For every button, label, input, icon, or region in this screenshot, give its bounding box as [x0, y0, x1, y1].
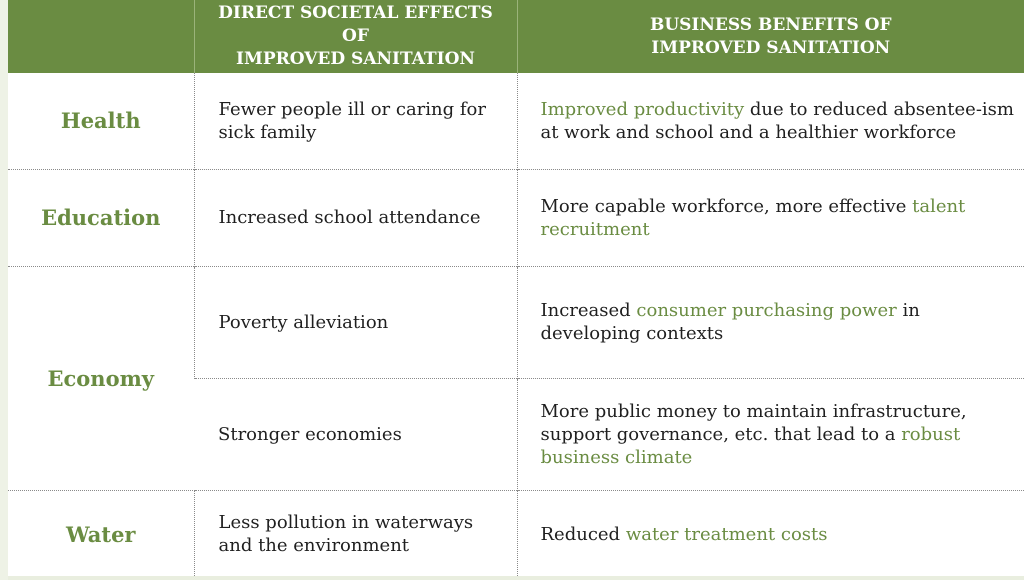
table-header-row: DIRECT SOCIETAL EFFECTS OF IMPROVED SANI… — [8, 0, 1024, 73]
benefit-education: More capable workforce, more effective t… — [516, 168, 1024, 266]
page-edge — [0, 0, 8, 580]
category-economy: Economy — [8, 265, 194, 490]
benefit-economy1-post: in developing contexts — [540, 300, 920, 344]
benefit-water: Reduced water treatment costs — [516, 489, 1024, 578]
effect-water: Less pollution in waterways and the envi… — [193, 489, 517, 578]
effect-health: Fewer people ill or caring for sick fami… — [193, 73, 517, 169]
table-row-economy-2: Stronger economies More public money to … — [8, 377, 1024, 490]
sanitation-benefits-table: DIRECT SOCIETAL EFFECTS OF IMPROVED SANI… — [8, 0, 1024, 578]
benefit-education-highlight: talent recruitment — [540, 195, 966, 240]
table-row-economy-1: Economy Poverty alleviation Increased co… — [8, 265, 1024, 490]
sanitation-benefits-table-sheet: DIRECT SOCIETAL EFFECTS OF IMPROVED SANI… — [8, 0, 1024, 580]
header-societal-effects: DIRECT SOCIETAL EFFECTS OF IMPROVED SANI… — [193, 0, 517, 73]
header-business-line1: BUSINESS BENEFITS OF — [649, 14, 892, 35]
category-health: Health — [60, 108, 141, 134]
header-societal-line2: IMPROVED SANITATION — [236, 49, 475, 69]
table-row-water: Water Less pollution in waterways and th… — [8, 489, 1024, 578]
benefit-economy-climate: More public money to maintain infrastruc… — [516, 377, 1024, 490]
benefit-health-text: due to reduced absentee-ism at work and … — [540, 98, 1014, 143]
benefit-economy1-pre: Increased — [540, 300, 637, 321]
benefit-health-highlight: Improved productivity — [540, 98, 745, 120]
header-business-benefits: BUSINESS BENEFITS OF IMPROVED SANITATION — [516, 0, 1024, 73]
benefit-water-pre: Reduced — [540, 523, 626, 545]
category-education: Education — [8, 168, 194, 266]
benefit-water-highlight: water treatment costs — [625, 523, 828, 545]
category-water: Water — [8, 489, 194, 578]
benefit-education-text: More capable workforce, more effective — [540, 195, 913, 217]
effect-economy-stronger: Stronger economies — [194, 377, 517, 490]
header-business-line2: IMPROVED SANITATION — [651, 37, 891, 58]
benefit-economy2-pre: More public money to maintain infrastruc… — [540, 400, 967, 445]
effect-economy-poverty: Poverty alleviation — [193, 265, 517, 378]
header-blank — [8, 0, 194, 73]
effect-education: Increased school attendance — [193, 168, 517, 266]
table-row-education: Education Increased school attendance Mo… — [8, 168, 1024, 266]
header-societal-line1: DIRECT SOCIETAL EFFECTS OF — [218, 3, 493, 46]
benefit-economy-purchasing: Increased consumer purchasing power in d… — [516, 265, 1024, 378]
benefit-health: Improved productivity due to reduced abs… — [516, 73, 1024, 169]
table-row-health: Health Fewer people ill or caring for si… — [8, 73, 1024, 169]
benefit-economy2-highlight: robust business climate — [540, 423, 961, 468]
benefit-economy1-highlight: consumer purchasing power — [636, 300, 897, 321]
page-bottom-edge — [8, 576, 1024, 580]
